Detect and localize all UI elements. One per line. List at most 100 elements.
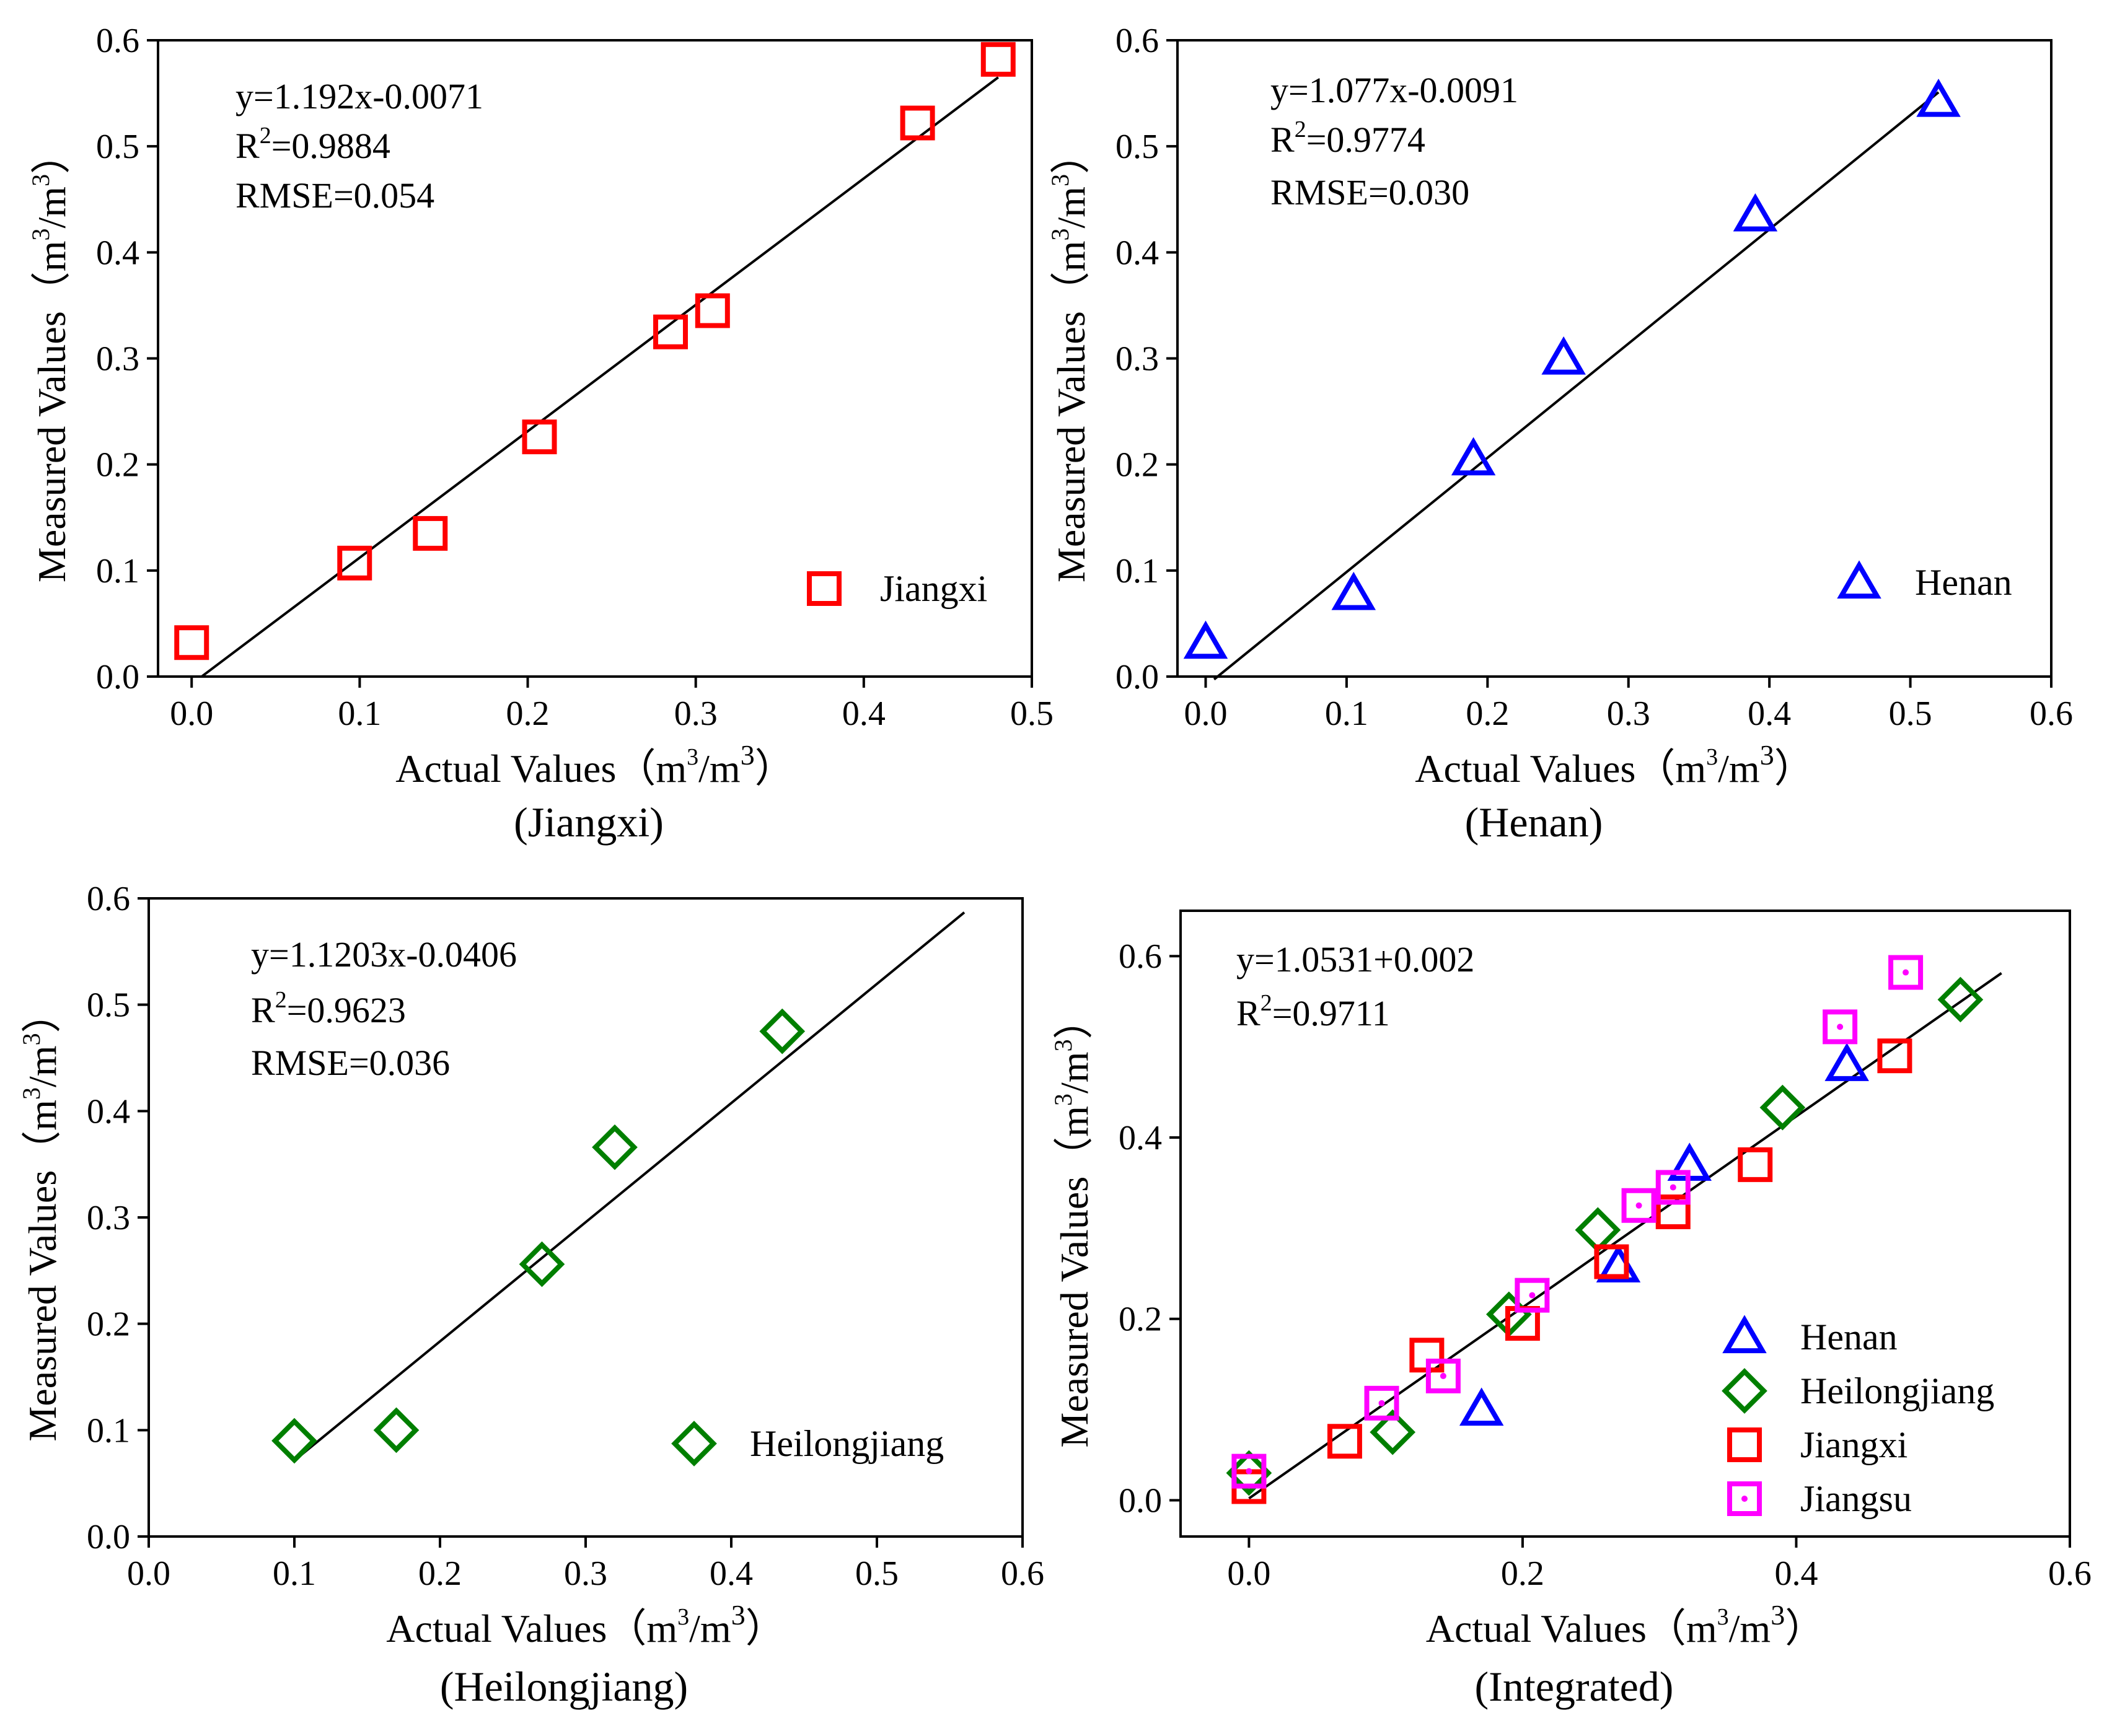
plot-frame <box>1179 910 2071 1538</box>
legend-label: Heilongjiang <box>1800 1370 1994 1411</box>
legend-label: Jiangxi <box>1800 1424 1907 1465</box>
fit-equation: y=1.192x-0.0071 <box>235 76 483 116</box>
series-heilongjiang <box>1226 976 1984 1496</box>
x-tick-label: 0.4 <box>1774 1554 1818 1593</box>
y-tick-label: 0.2 <box>1115 446 1159 484</box>
y-tick-label: 0.3 <box>87 1199 130 1237</box>
data-point <box>1937 976 1984 1023</box>
legend-label: Henan <box>1800 1317 1898 1357</box>
data-point <box>1515 1278 1550 1313</box>
data-point <box>1733 193 1778 232</box>
data-point <box>1824 1043 1869 1081</box>
fit-line <box>201 76 999 678</box>
data-point <box>653 314 689 349</box>
y-tick-label: 0.0 <box>1119 1481 1162 1520</box>
rmse: RMSE=0.054 <box>235 175 434 216</box>
x-tick-label: 0.4 <box>1748 695 1791 733</box>
data-point <box>759 1008 806 1054</box>
fit-line <box>293 911 966 1462</box>
y-tick-label: 0.4 <box>87 1092 130 1131</box>
series-jiangxi <box>174 42 1016 660</box>
data-point <box>592 1124 638 1170</box>
chart-heilongjiang: 0.0 0.1 0.2 0.3 0.4 0.5 0.6 0.0 0.1 0.2 0.3 0.4 0.5 0… <box>17 880 1044 1710</box>
legend-label: Jiangxi <box>880 568 987 609</box>
data-point <box>1823 1009 1858 1045</box>
panel-caption: (Jiangxi) <box>514 799 664 846</box>
y-tick-label: 0.2 <box>96 446 139 484</box>
data-point <box>1370 1409 1416 1455</box>
data-point <box>522 419 557 455</box>
data-point <box>1877 1038 1912 1074</box>
data-point <box>1594 1244 1629 1279</box>
data-point <box>1916 78 1961 117</box>
y-tick-label: 0.5 <box>87 986 130 1025</box>
chart-henan: 0.0 0.1 0.2 0.3 0.4 0.5 0.6 0.0 0.1 0.2 0.3 0.4 0.5 0… <box>1046 22 2073 846</box>
data-point <box>1327 1424 1362 1459</box>
r-squared: R2=0.9774 <box>1270 116 1425 160</box>
data-point <box>519 1241 565 1287</box>
data-point <box>337 545 372 581</box>
y-tick-label: 0.4 <box>96 234 139 272</box>
y-axis-label: Measured Values（m3/m3） <box>17 993 64 1441</box>
legend-marker <box>1727 1427 1762 1462</box>
data-point <box>271 1418 317 1464</box>
x-tick-label: 0.4 <box>842 695 886 733</box>
data-point <box>1575 1207 1621 1253</box>
y-tick-label: 0.1 <box>1115 552 1159 590</box>
fit-equation: y=1.077x-0.0091 <box>1270 70 1518 110</box>
x-tick-label: 0.6 <box>1001 1554 1044 1593</box>
x-tick-label: 0.4 <box>710 1554 753 1593</box>
legend-label: Jiangsu <box>1800 1478 1912 1519</box>
y-tick-label: 0.5 <box>1115 128 1159 166</box>
data-point <box>1183 620 1228 659</box>
y-tick-label: 0.0 <box>1115 658 1159 696</box>
legend: Henan Heilongjiang Jiangxi Jiangsu <box>1722 1315 1994 1519</box>
fit-line <box>1213 91 1940 681</box>
legend-marker <box>1722 1368 1767 1414</box>
data-point <box>1541 336 1586 375</box>
y-tick-label: 0.4 <box>1119 1119 1162 1157</box>
data-point <box>1459 1387 1504 1426</box>
y-tick-label: 0.2 <box>1119 1300 1162 1339</box>
y-tick-label: 0.3 <box>1115 340 1159 379</box>
legend-marker <box>671 1421 717 1466</box>
x-axis-label: Actual Values（m3/m3） <box>1415 739 1813 791</box>
legend-label: Henan <box>1915 562 2012 603</box>
y-axis-label: Measured Values（m3/m3） <box>1049 999 1096 1447</box>
y-tick-label: 0.3 <box>96 340 139 379</box>
series-jiangsu <box>1231 955 1924 1489</box>
fit-equation: y=1.1203x-0.0406 <box>251 934 517 975</box>
legend: Heilongjiang <box>671 1421 944 1466</box>
x-tick-label: 0.1 <box>1325 695 1368 733</box>
r-squared: R2=0.9623 <box>251 987 406 1030</box>
chart-integrated: 0.0 0.2 0.4 0.6 0.0 0.2 0.4 0.6 Actual Values（m3… <box>1049 910 2092 1710</box>
rmse: RMSE=0.030 <box>1270 172 1469 213</box>
data-point <box>413 515 448 551</box>
x-tick-label: 0.2 <box>1501 1554 1544 1593</box>
fit-equation: y=1.0531+0.002 <box>1236 939 1474 980</box>
x-tick-label: 0.1 <box>338 695 381 733</box>
data-point <box>1231 1453 1267 1489</box>
legend: Jiangxi <box>807 568 987 609</box>
panel-caption: (Heilongjiang) <box>440 1663 688 1710</box>
y-axis-label: Measured Values（m3/m3） <box>27 134 74 582</box>
data-point <box>980 42 1016 77</box>
legend-marker <box>1727 1481 1762 1516</box>
fit-line <box>1248 972 2002 1500</box>
legend-label: Heilongjiang <box>750 1423 944 1464</box>
y-tick-label: 0.6 <box>1115 22 1159 60</box>
y-axis-label: Measured Values（m3/m3） <box>1046 134 1093 582</box>
data-point <box>1759 1084 1806 1131</box>
data-point <box>695 293 730 328</box>
x-axis-label: Actual Values（m3/m3） <box>386 1599 785 1651</box>
y-tick-label: 0.1 <box>96 552 139 590</box>
x-tick-label: 0.5 <box>855 1554 899 1593</box>
data-point <box>1621 1188 1657 1223</box>
data-point <box>1364 1385 1399 1421</box>
x-tick-label: 0.2 <box>418 1554 462 1593</box>
legend-marker <box>1837 560 1881 599</box>
data-point <box>1655 1170 1691 1205</box>
x-tick-label: 0.2 <box>1466 695 1509 733</box>
y-tick-label: 0.0 <box>87 1518 130 1556</box>
data-point <box>174 625 209 660</box>
